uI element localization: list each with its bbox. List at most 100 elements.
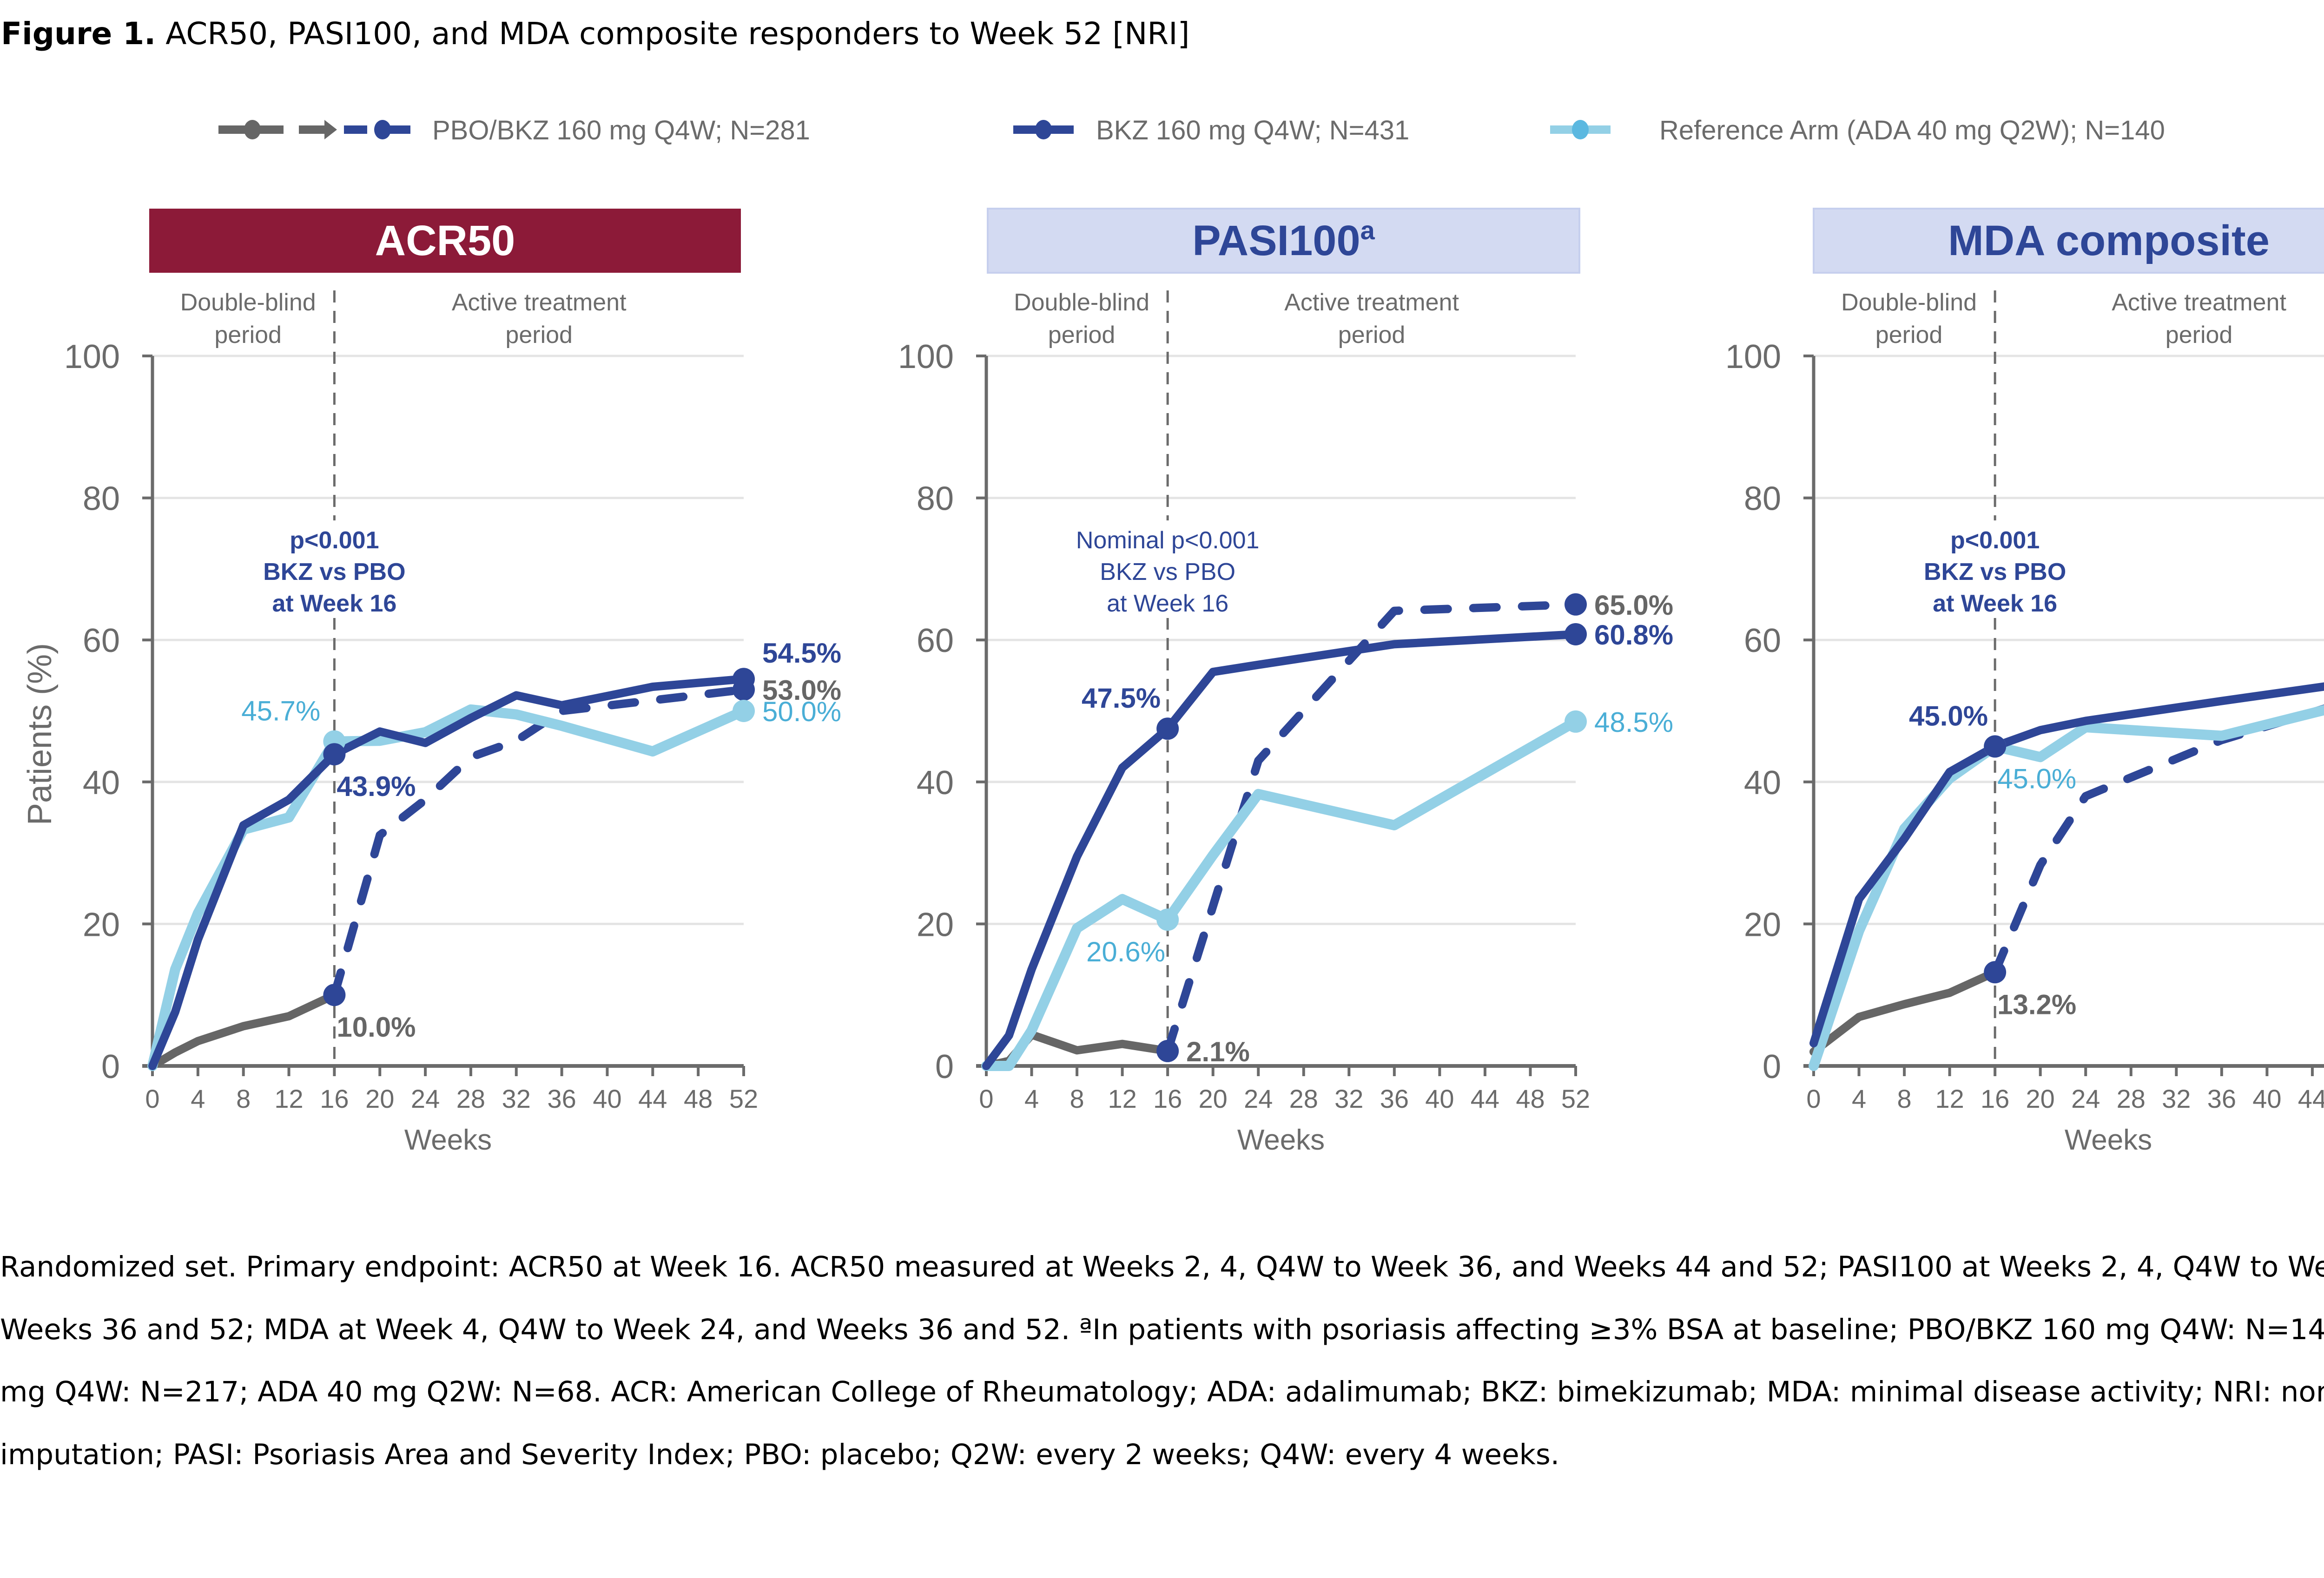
data-marker bbox=[733, 678, 755, 701]
period-label-double-blind: Double-blind bbox=[1014, 289, 1149, 316]
x-tick-label: 20 bbox=[365, 1084, 394, 1113]
x-tick-label: 44 bbox=[638, 1084, 667, 1113]
data-label: 20.6% bbox=[1086, 936, 1165, 967]
figure-title: Figure 1. ACR50, PASI100, and MDA compos… bbox=[1, 16, 1189, 52]
significance-annotation: at Week 16 bbox=[272, 590, 396, 617]
y-tick-label: 20 bbox=[1744, 906, 1781, 943]
x-tick-label: 48 bbox=[1516, 1084, 1545, 1113]
y-tick-label: 0 bbox=[1763, 1048, 1781, 1085]
x-tick-label: 24 bbox=[1244, 1084, 1273, 1113]
panel-title: ACR50 bbox=[375, 217, 515, 264]
legend-line-pbo-icon bbox=[218, 120, 284, 139]
panel-title-text: MDA composite bbox=[1948, 217, 2270, 264]
significance-annotation: at Week 16 bbox=[1933, 590, 2057, 617]
x-tick-label: 24 bbox=[2071, 1084, 2100, 1113]
y-tick-label: 100 bbox=[64, 338, 120, 375]
x-tick-label: 8 bbox=[236, 1084, 251, 1113]
y-tick-label: 20 bbox=[83, 906, 120, 943]
x-tick-label: 36 bbox=[2207, 1084, 2236, 1113]
period-label-double-blind-2: period bbox=[1875, 322, 1943, 348]
series-line-bkz bbox=[148, 675, 748, 1070]
data-label: 10.0% bbox=[337, 1012, 416, 1043]
x-tick-label: 40 bbox=[593, 1084, 621, 1113]
series-line-pbo bbox=[148, 991, 339, 1070]
x-tick-label: 4 bbox=[1024, 1084, 1039, 1113]
legend-arrow-icon bbox=[299, 120, 337, 139]
period-label-active: Active treatment bbox=[2112, 289, 2286, 316]
x-tick-label: 12 bbox=[1935, 1084, 1964, 1113]
data-label: 53.0% bbox=[762, 675, 841, 706]
x-tick-label: 0 bbox=[145, 1084, 159, 1113]
panel-title-superscript: a bbox=[1360, 216, 1375, 245]
data-marker bbox=[1565, 710, 1587, 733]
legend-line-bkz-icon bbox=[1013, 120, 1074, 139]
y-tick-label: 0 bbox=[101, 1048, 120, 1085]
x-tick-label: 20 bbox=[2026, 1084, 2055, 1113]
significance-annotation: BKZ vs PBO bbox=[1924, 559, 2066, 585]
x-tick-label: 12 bbox=[1108, 1084, 1136, 1113]
period-label-active-2: period bbox=[2166, 322, 2233, 348]
x-tick-label: 4 bbox=[191, 1084, 205, 1113]
x-tick-label: 12 bbox=[274, 1084, 303, 1113]
y-tick-label: 80 bbox=[83, 480, 120, 518]
y-tick-label: 40 bbox=[917, 764, 954, 802]
data-marker bbox=[1984, 961, 2007, 984]
y-tick-label: 40 bbox=[83, 764, 120, 802]
panel-header bbox=[987, 208, 1580, 274]
x-axis-title: Weeks bbox=[1237, 1124, 1325, 1156]
data-label: 65.0% bbox=[1594, 590, 1673, 621]
significance-annotation: BKZ vs PBO bbox=[1100, 559, 1235, 585]
data-label: 45.0% bbox=[1997, 763, 2076, 794]
legend-item-bkz: BKZ 160 mg Q4W; N=431 bbox=[1013, 115, 1409, 145]
x-tick-label: 28 bbox=[456, 1084, 485, 1113]
x-tick-label: 52 bbox=[729, 1084, 758, 1113]
x-tick-label: 32 bbox=[502, 1084, 531, 1113]
x-tick-label: 44 bbox=[1471, 1084, 1499, 1113]
data-label: 45.7% bbox=[241, 696, 320, 727]
legend-line-ref-icon bbox=[1550, 120, 1611, 139]
legend-label-bkz: BKZ 160 mg Q4W; N=431 bbox=[1096, 115, 1409, 145]
panel-title-text: PASI100 bbox=[1192, 217, 1360, 264]
annotation-backing bbox=[1925, 520, 2065, 618]
data-marker bbox=[1156, 717, 1179, 740]
y-tick-label: 60 bbox=[917, 622, 954, 659]
data-label: 43.9% bbox=[337, 771, 416, 802]
x-tick-label: 36 bbox=[547, 1084, 576, 1113]
x-axis-title: Weeks bbox=[404, 1124, 492, 1156]
data-label: 45.0% bbox=[1909, 700, 1988, 731]
x-tick-label: 4 bbox=[1852, 1084, 1866, 1113]
legend: PBO/BKZ 160 mg Q4W; N=281 BKZ 160 mg Q4W… bbox=[218, 115, 2165, 145]
panel-title: PASI100a bbox=[1192, 216, 1375, 264]
period-label-double-blind-2: period bbox=[1048, 322, 1116, 348]
data-label: 47.5% bbox=[1082, 683, 1161, 714]
data-marker bbox=[1156, 908, 1179, 931]
x-tick-label: 24 bbox=[411, 1084, 440, 1113]
data-label: 50.0% bbox=[762, 696, 841, 727]
legend-item-pbo: PBO/BKZ 160 mg Q4W; N=281 bbox=[218, 115, 810, 145]
series-line-reference-arm-ada- bbox=[147, 704, 749, 1071]
period-label-double-blind-2: period bbox=[214, 322, 282, 348]
data-marker bbox=[733, 700, 755, 722]
data-marker bbox=[1565, 593, 1587, 616]
y-tick-label: 80 bbox=[1744, 480, 1781, 518]
panel-header bbox=[149, 209, 741, 273]
data-label: 13.2% bbox=[1997, 989, 2076, 1020]
x-tick-label: 16 bbox=[1981, 1084, 2009, 1113]
y-tick-label: 40 bbox=[1744, 764, 1781, 802]
data-marker bbox=[323, 743, 346, 766]
chart-panel-mda-composite: MDA composite 0 20 40 60 80 100 0 4 8 12 16 20 24 28 32… bbox=[1725, 208, 2324, 1156]
x-tick-label: 0 bbox=[979, 1084, 993, 1113]
x-tick-label: 28 bbox=[1289, 1084, 1318, 1113]
period-label-double-blind: Double-blind bbox=[180, 289, 316, 316]
x-tick-label: 8 bbox=[1070, 1084, 1084, 1113]
legend-item-ref: Reference Arm (ADA 40 mg Q2W); N=140 bbox=[1550, 115, 2165, 145]
panel-title: MDA composite bbox=[1948, 217, 2270, 264]
series-line-reference-arm-ada- bbox=[981, 716, 1581, 1071]
data-marker bbox=[323, 984, 346, 1006]
figure-canvas: Figure 1. ACR50, PASI100, and MDA compos… bbox=[1, 16, 2324, 1156]
x-tick-label: 40 bbox=[2252, 1084, 2281, 1113]
y-tick-label: 20 bbox=[917, 906, 954, 943]
data-label: 54.5% bbox=[762, 638, 841, 669]
x-tick-label: 16 bbox=[320, 1084, 349, 1113]
